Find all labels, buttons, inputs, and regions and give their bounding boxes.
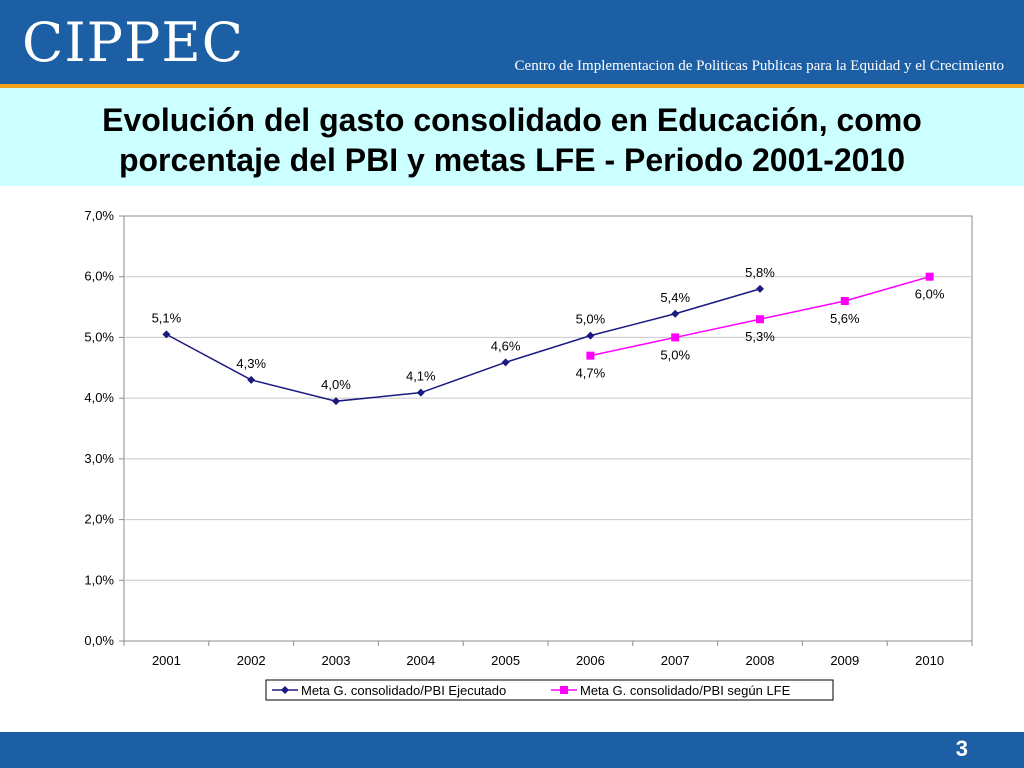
data-label: 4,6% xyxy=(491,338,521,353)
x-tick-label: 2009 xyxy=(830,653,859,668)
data-point xyxy=(671,333,680,342)
y-tick-label: 1,0% xyxy=(84,572,114,587)
x-tick-label: 2008 xyxy=(746,653,775,668)
y-tick-label: 4,0% xyxy=(84,390,114,405)
cippec-logo: CIPPEC xyxy=(22,11,245,74)
legend-marker xyxy=(560,686,568,694)
data-point xyxy=(247,375,256,384)
data-label: 4,1% xyxy=(406,369,436,384)
y-tick-label: 2,0% xyxy=(84,512,114,527)
data-label: 6,0% xyxy=(915,287,945,302)
y-tick-label: 3,0% xyxy=(84,451,114,466)
header-accent-line xyxy=(0,84,1024,88)
x-tick-label: 2003 xyxy=(322,653,351,668)
data-point xyxy=(925,272,934,281)
header-bar xyxy=(0,0,1024,84)
legend xyxy=(265,679,834,701)
x-tick-label: 2002 xyxy=(237,653,266,668)
y-tick-label: 0,0% xyxy=(84,633,114,648)
line-chart: 0,0% 1,0% 2,0% 3,0% 4,0% 5,0% 6,0% 7,0% 2001 2002… xyxy=(84,208,973,701)
data-label: 5,3% xyxy=(745,329,775,344)
x-tick-label: 2006 xyxy=(576,653,605,668)
y-tick-label: 5,0% xyxy=(84,329,114,344)
slide-title-line-1: Evolución del gasto consolidado en Educa… xyxy=(102,102,922,138)
series-line-1 xyxy=(166,288,761,402)
plot-area xyxy=(123,215,973,642)
data-label: 5,1% xyxy=(152,310,182,325)
y-tick-label: 7,0% xyxy=(84,208,114,223)
data-label: 4,3% xyxy=(236,356,266,371)
title-band xyxy=(0,88,1024,186)
x-tick-label: 2004 xyxy=(406,653,435,668)
legend-label: Meta G. consolidado/PBI según LFE xyxy=(580,683,791,698)
data-label: 5,0% xyxy=(576,312,606,327)
header-tagline: Centro de Implementacion de Politicas Pu… xyxy=(514,58,1004,74)
data-label: 5,0% xyxy=(660,347,690,362)
data-point xyxy=(332,397,340,406)
data-point xyxy=(756,315,764,324)
data-point xyxy=(671,309,680,318)
data-point xyxy=(756,284,764,293)
data-point xyxy=(586,331,595,340)
data-label: 5,6% xyxy=(830,311,860,326)
slide-title-line-2: porcentaje del PBI y metas LFE - Periodo… xyxy=(118,142,906,178)
data-point xyxy=(840,297,849,305)
legend-label: Meta G. consolidado/PBI Ejecutado xyxy=(301,683,506,698)
data-point xyxy=(586,351,595,360)
x-tick-label: 2005 xyxy=(491,653,520,668)
page-number: 3 xyxy=(955,736,968,761)
data-label: 4,7% xyxy=(576,366,606,381)
data-label: 5,4% xyxy=(660,290,690,305)
y-tick-label: 6,0% xyxy=(84,269,114,284)
data-label: 4,0% xyxy=(321,377,351,392)
footer-bar xyxy=(0,732,1024,768)
x-tick-label: 2001 xyxy=(152,653,181,668)
slide-title: Evolución del gasto consolidado en Educa… xyxy=(40,100,984,180)
data-point xyxy=(416,388,425,397)
data-point xyxy=(501,358,510,367)
legend-marker xyxy=(281,686,289,694)
x-tick-label: 2007 xyxy=(661,653,690,668)
x-tick-label: 2010 xyxy=(915,653,944,668)
data-point xyxy=(162,330,171,339)
data-label: 5,8% xyxy=(745,265,775,280)
